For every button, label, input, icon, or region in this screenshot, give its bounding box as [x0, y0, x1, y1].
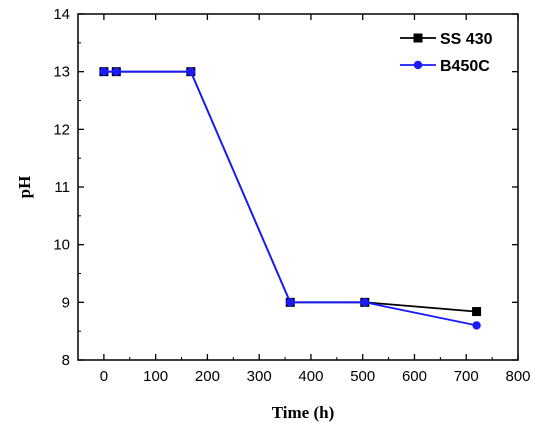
- x-tick-label: 700: [454, 368, 479, 385]
- y-tick-label: 14: [53, 6, 70, 23]
- x-tick-label: 200: [195, 368, 220, 385]
- data-point: [472, 307, 482, 317]
- x-tick-label: 800: [505, 368, 530, 385]
- x-axis-title: Time (h): [272, 403, 335, 422]
- y-tick-label: 9: [62, 294, 70, 311]
- legend: SS 430 B450C: [400, 31, 493, 75]
- axis-ticks: 0 100 200 300 400 500 600 700 800 8 9 10 11 12 13 14: [53, 6, 530, 385]
- data-point: [472, 321, 481, 330]
- data-point: [286, 298, 295, 307]
- series-layer: [99, 67, 482, 330]
- legend-marker: [413, 33, 423, 43]
- x-tick-label: 0: [100, 368, 108, 385]
- y-axis-title: pH: [15, 176, 34, 199]
- data-point: [186, 67, 196, 76]
- x-tick-label: 300: [247, 368, 272, 385]
- legend-label: SS 430: [440, 31, 493, 48]
- data-point: [112, 67, 121, 76]
- x-tick-label: 100: [143, 368, 168, 385]
- x-tick-label: 400: [298, 368, 323, 385]
- data-point: [99, 67, 109, 76]
- y-tick-label: 8: [62, 352, 70, 369]
- legend-marker: [413, 60, 423, 70]
- y-tick-label: 12: [53, 121, 70, 138]
- y-tick-label: 10: [53, 237, 70, 254]
- data-point: [360, 298, 369, 307]
- legend-label: B450C: [440, 58, 490, 75]
- series-line-1: [103, 70, 477, 327]
- series-line-0: [103, 70, 477, 313]
- x-tick-label: 600: [402, 368, 427, 385]
- y-tick-label: 13: [53, 64, 70, 81]
- y-tick-label: 11: [54, 179, 70, 196]
- x-tick-label: 500: [350, 368, 375, 385]
